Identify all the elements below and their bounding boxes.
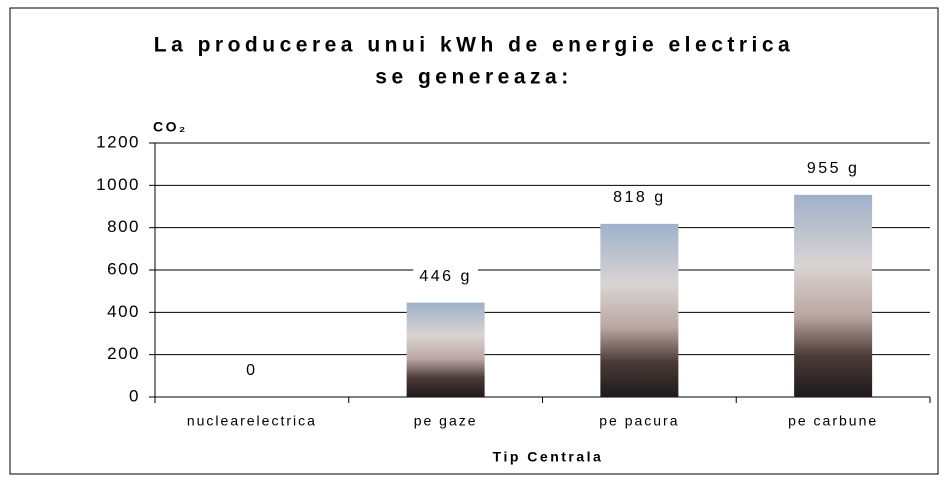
y-axis-title: CO₂ — [153, 119, 188, 135]
value-label: 818 g — [613, 189, 666, 206]
value-label-background — [800, 158, 866, 180]
value-label-background — [607, 187, 672, 209]
value-label: 446 g — [419, 268, 472, 285]
y-tick-label: 800 — [107, 217, 140, 236]
y-tick-label: 200 — [107, 344, 140, 363]
y-tick-label: 400 — [107, 302, 140, 321]
value-label: 0 — [246, 362, 257, 379]
bar — [600, 223, 679, 397]
x-tick-label: pe carbune — [788, 413, 878, 429]
bar — [406, 302, 485, 397]
x-tick-label: pe pacura — [599, 413, 679, 429]
bar — [794, 194, 873, 397]
y-tick-label: 1000 — [96, 175, 140, 194]
chart-title: La producerea unui kWh de energie electr… — [154, 34, 794, 57]
value-label-background — [240, 360, 264, 382]
x-tick-label: pe gaze — [414, 413, 478, 429]
chart-title: se genereaza: — [375, 66, 572, 89]
value-label: 955 g — [807, 160, 860, 177]
y-tick-label: 600 — [107, 259, 140, 278]
x-axis-title: Tip Centrala — [493, 449, 604, 465]
y-tick-label: 1200 — [96, 132, 140, 151]
value-label-background — [413, 265, 478, 287]
x-tick-label: nuclearelectrica — [187, 413, 317, 429]
y-tick-label: 0 — [129, 386, 140, 405]
